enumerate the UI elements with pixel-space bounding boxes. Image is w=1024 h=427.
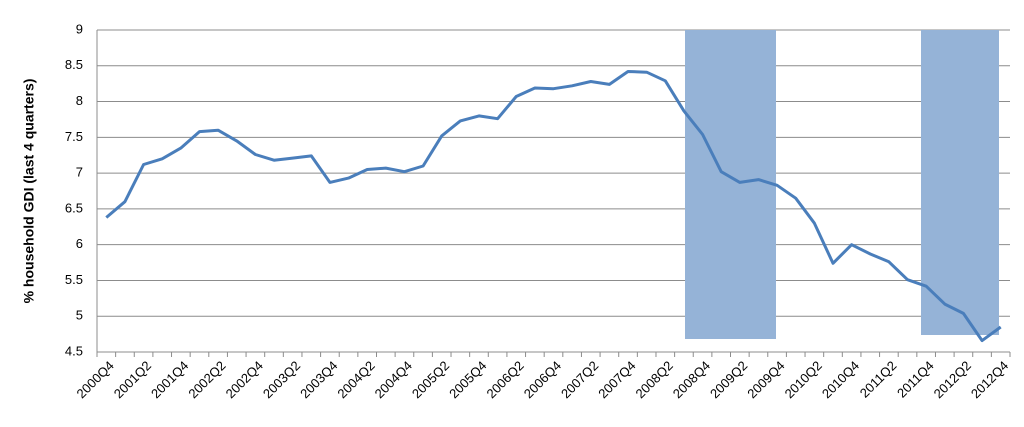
x-tick-label: 2004Q4 [372, 358, 415, 401]
y-tick-label: 8.5 [65, 57, 83, 72]
x-tick-label: 2011Q2 [857, 358, 900, 401]
x-tick-label: 2009Q4 [744, 358, 787, 401]
x-tick-label: 2007Q4 [595, 358, 638, 401]
x-tick-label: 2005Q4 [446, 358, 489, 401]
x-tick-label: 2003Q4 [297, 358, 340, 401]
y-tick-label: 7 [76, 165, 83, 180]
y-tick-label: 6.5 [65, 200, 83, 215]
x-tick-label: 2012Q4 [968, 358, 1011, 401]
y-axis-label: % household GDI (last 4 quarters) [21, 79, 37, 304]
x-tick-label: 2002Q4 [223, 358, 266, 401]
y-tick-label: 4.5 [65, 343, 83, 358]
y-tick-label: 7.5 [65, 129, 83, 144]
y-tick-label: 5 [76, 308, 83, 323]
x-tick-label: 2001Q4 [148, 358, 191, 401]
recession-shading [921, 30, 999, 335]
y-tick-label: 5.5 [65, 272, 83, 287]
x-tick-label: 2009Q2 [707, 358, 750, 401]
x-tick-label: 2007Q2 [558, 358, 601, 401]
grid [96, 29, 1011, 357]
x-tick-label: 2005Q2 [409, 358, 452, 401]
x-tick-label: 2003Q2 [260, 358, 303, 401]
x-tick-label: 2002Q2 [185, 358, 228, 401]
y-tick-label: 9 [76, 21, 83, 36]
y-tick-label: 8 [76, 93, 83, 108]
plot: 4.555.566.577.588.592000Q42001Q22001Q420… [65, 21, 1011, 401]
x-tick-label: 2001Q2 [111, 358, 154, 401]
x-tick-label: 2011Q4 [894, 358, 937, 401]
data-line [105, 70, 1002, 343]
x-tick-label: 2006Q2 [483, 358, 526, 401]
x-tick-label: 2006Q4 [521, 358, 564, 401]
x-tick-label: 2012Q2 [931, 358, 974, 401]
x-tick-label: 2008Q2 [633, 358, 676, 401]
x-tick-label: 2008Q4 [670, 358, 713, 401]
x-tick-label: 2010Q2 [782, 358, 825, 401]
recession-shading [685, 30, 776, 339]
x-tick-label: 2000Q4 [74, 358, 117, 401]
y-tick-label: 6 [76, 236, 83, 251]
x-tick-label: 2004Q2 [334, 358, 377, 401]
x-tick-label: 2010Q4 [819, 358, 862, 401]
